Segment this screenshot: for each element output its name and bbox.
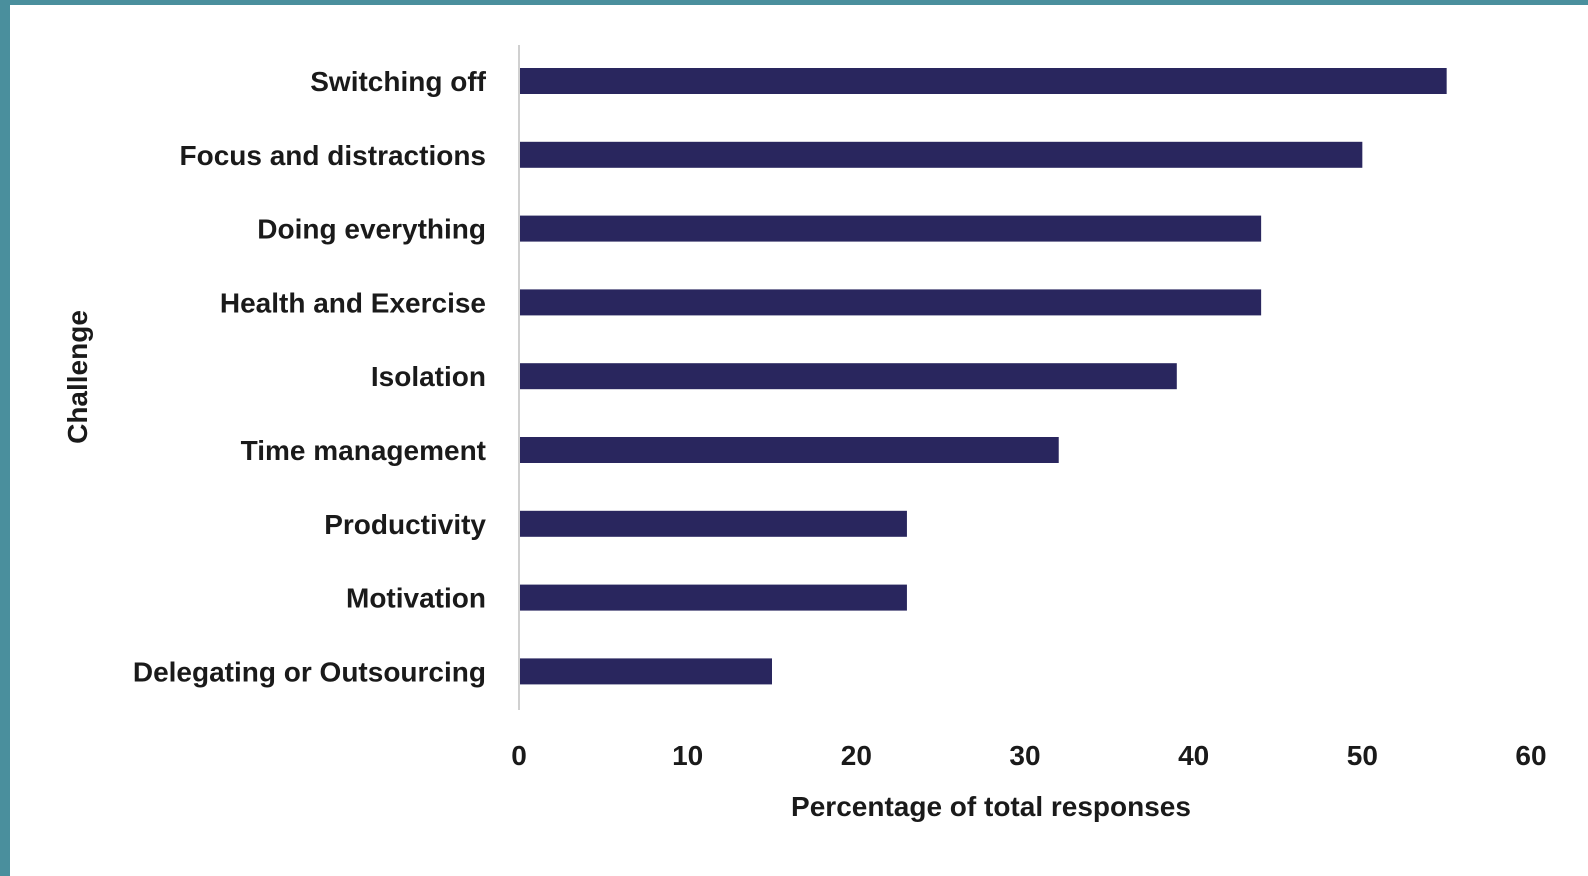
category-label: Time management: [241, 435, 486, 466]
category-label: Switching off: [310, 66, 486, 97]
bar: [519, 68, 1447, 94]
x-tick-label: 20: [841, 740, 872, 771]
bar: [519, 363, 1177, 390]
x-tick-labels: 0 10 20 30 40 50 60: [511, 740, 1546, 771]
category-label: Health and Exercise: [220, 287, 486, 318]
bar: [519, 215, 1262, 242]
bar: [519, 510, 907, 537]
x-tick-label: 50: [1347, 740, 1378, 771]
category-label: Motivation: [346, 583, 486, 614]
bar: [519, 289, 1262, 316]
x-axis-title: Percentage of total responses: [791, 791, 1191, 822]
category-label: Isolation: [371, 361, 486, 392]
bar: [519, 141, 1363, 168]
x-tick-label: 30: [1009, 740, 1040, 771]
category-label: Productivity: [324, 509, 486, 540]
x-tick-label: 60: [1515, 740, 1546, 771]
x-tick-label: 40: [1178, 740, 1209, 771]
bar: [519, 437, 1059, 463]
bar: [519, 584, 907, 611]
category-label: Doing everything: [257, 214, 486, 245]
category-label: Focus and distractions: [180, 140, 487, 171]
y-axis-title: Challenge: [62, 310, 93, 444]
category-label: Delegating or Outsourcing: [133, 656, 486, 687]
bars-layer: [519, 68, 1447, 685]
x-tick-label: 0: [511, 740, 527, 771]
x-tick-label: 10: [672, 740, 703, 771]
category-labels: Switching off Focus and distractions Doing…: [133, 66, 487, 687]
bar: [519, 658, 772, 685]
